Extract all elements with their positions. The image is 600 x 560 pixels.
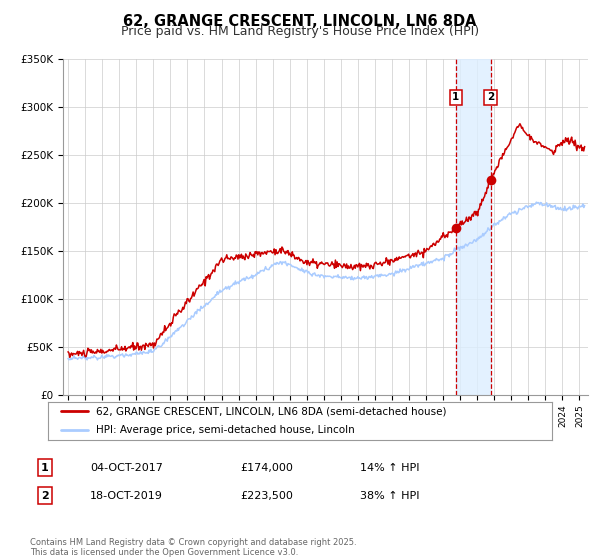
Text: 18-OCT-2019: 18-OCT-2019 xyxy=(90,491,163,501)
Text: 1: 1 xyxy=(41,463,49,473)
Text: £223,500: £223,500 xyxy=(240,491,293,501)
Text: 2: 2 xyxy=(487,92,494,102)
Bar xyxy=(456,59,491,395)
Text: £174,000: £174,000 xyxy=(240,463,293,473)
Text: 04-OCT-2017: 04-OCT-2017 xyxy=(90,463,163,473)
Text: HPI: Average price, semi-detached house, Lincoln: HPI: Average price, semi-detached house,… xyxy=(96,425,355,435)
Text: 62, GRANGE CRESCENT, LINCOLN, LN6 8DA: 62, GRANGE CRESCENT, LINCOLN, LN6 8DA xyxy=(123,14,477,29)
Text: 38% ↑ HPI: 38% ↑ HPI xyxy=(360,491,419,501)
Text: 1: 1 xyxy=(452,92,460,102)
Text: 14% ↑ HPI: 14% ↑ HPI xyxy=(360,463,419,473)
Text: Contains HM Land Registry data © Crown copyright and database right 2025.
This d: Contains HM Land Registry data © Crown c… xyxy=(30,538,356,557)
Text: 62, GRANGE CRESCENT, LINCOLN, LN6 8DA (semi-detached house): 62, GRANGE CRESCENT, LINCOLN, LN6 8DA (s… xyxy=(96,406,446,416)
Text: 2: 2 xyxy=(41,491,49,501)
Text: Price paid vs. HM Land Registry's House Price Index (HPI): Price paid vs. HM Land Registry's House … xyxy=(121,25,479,38)
